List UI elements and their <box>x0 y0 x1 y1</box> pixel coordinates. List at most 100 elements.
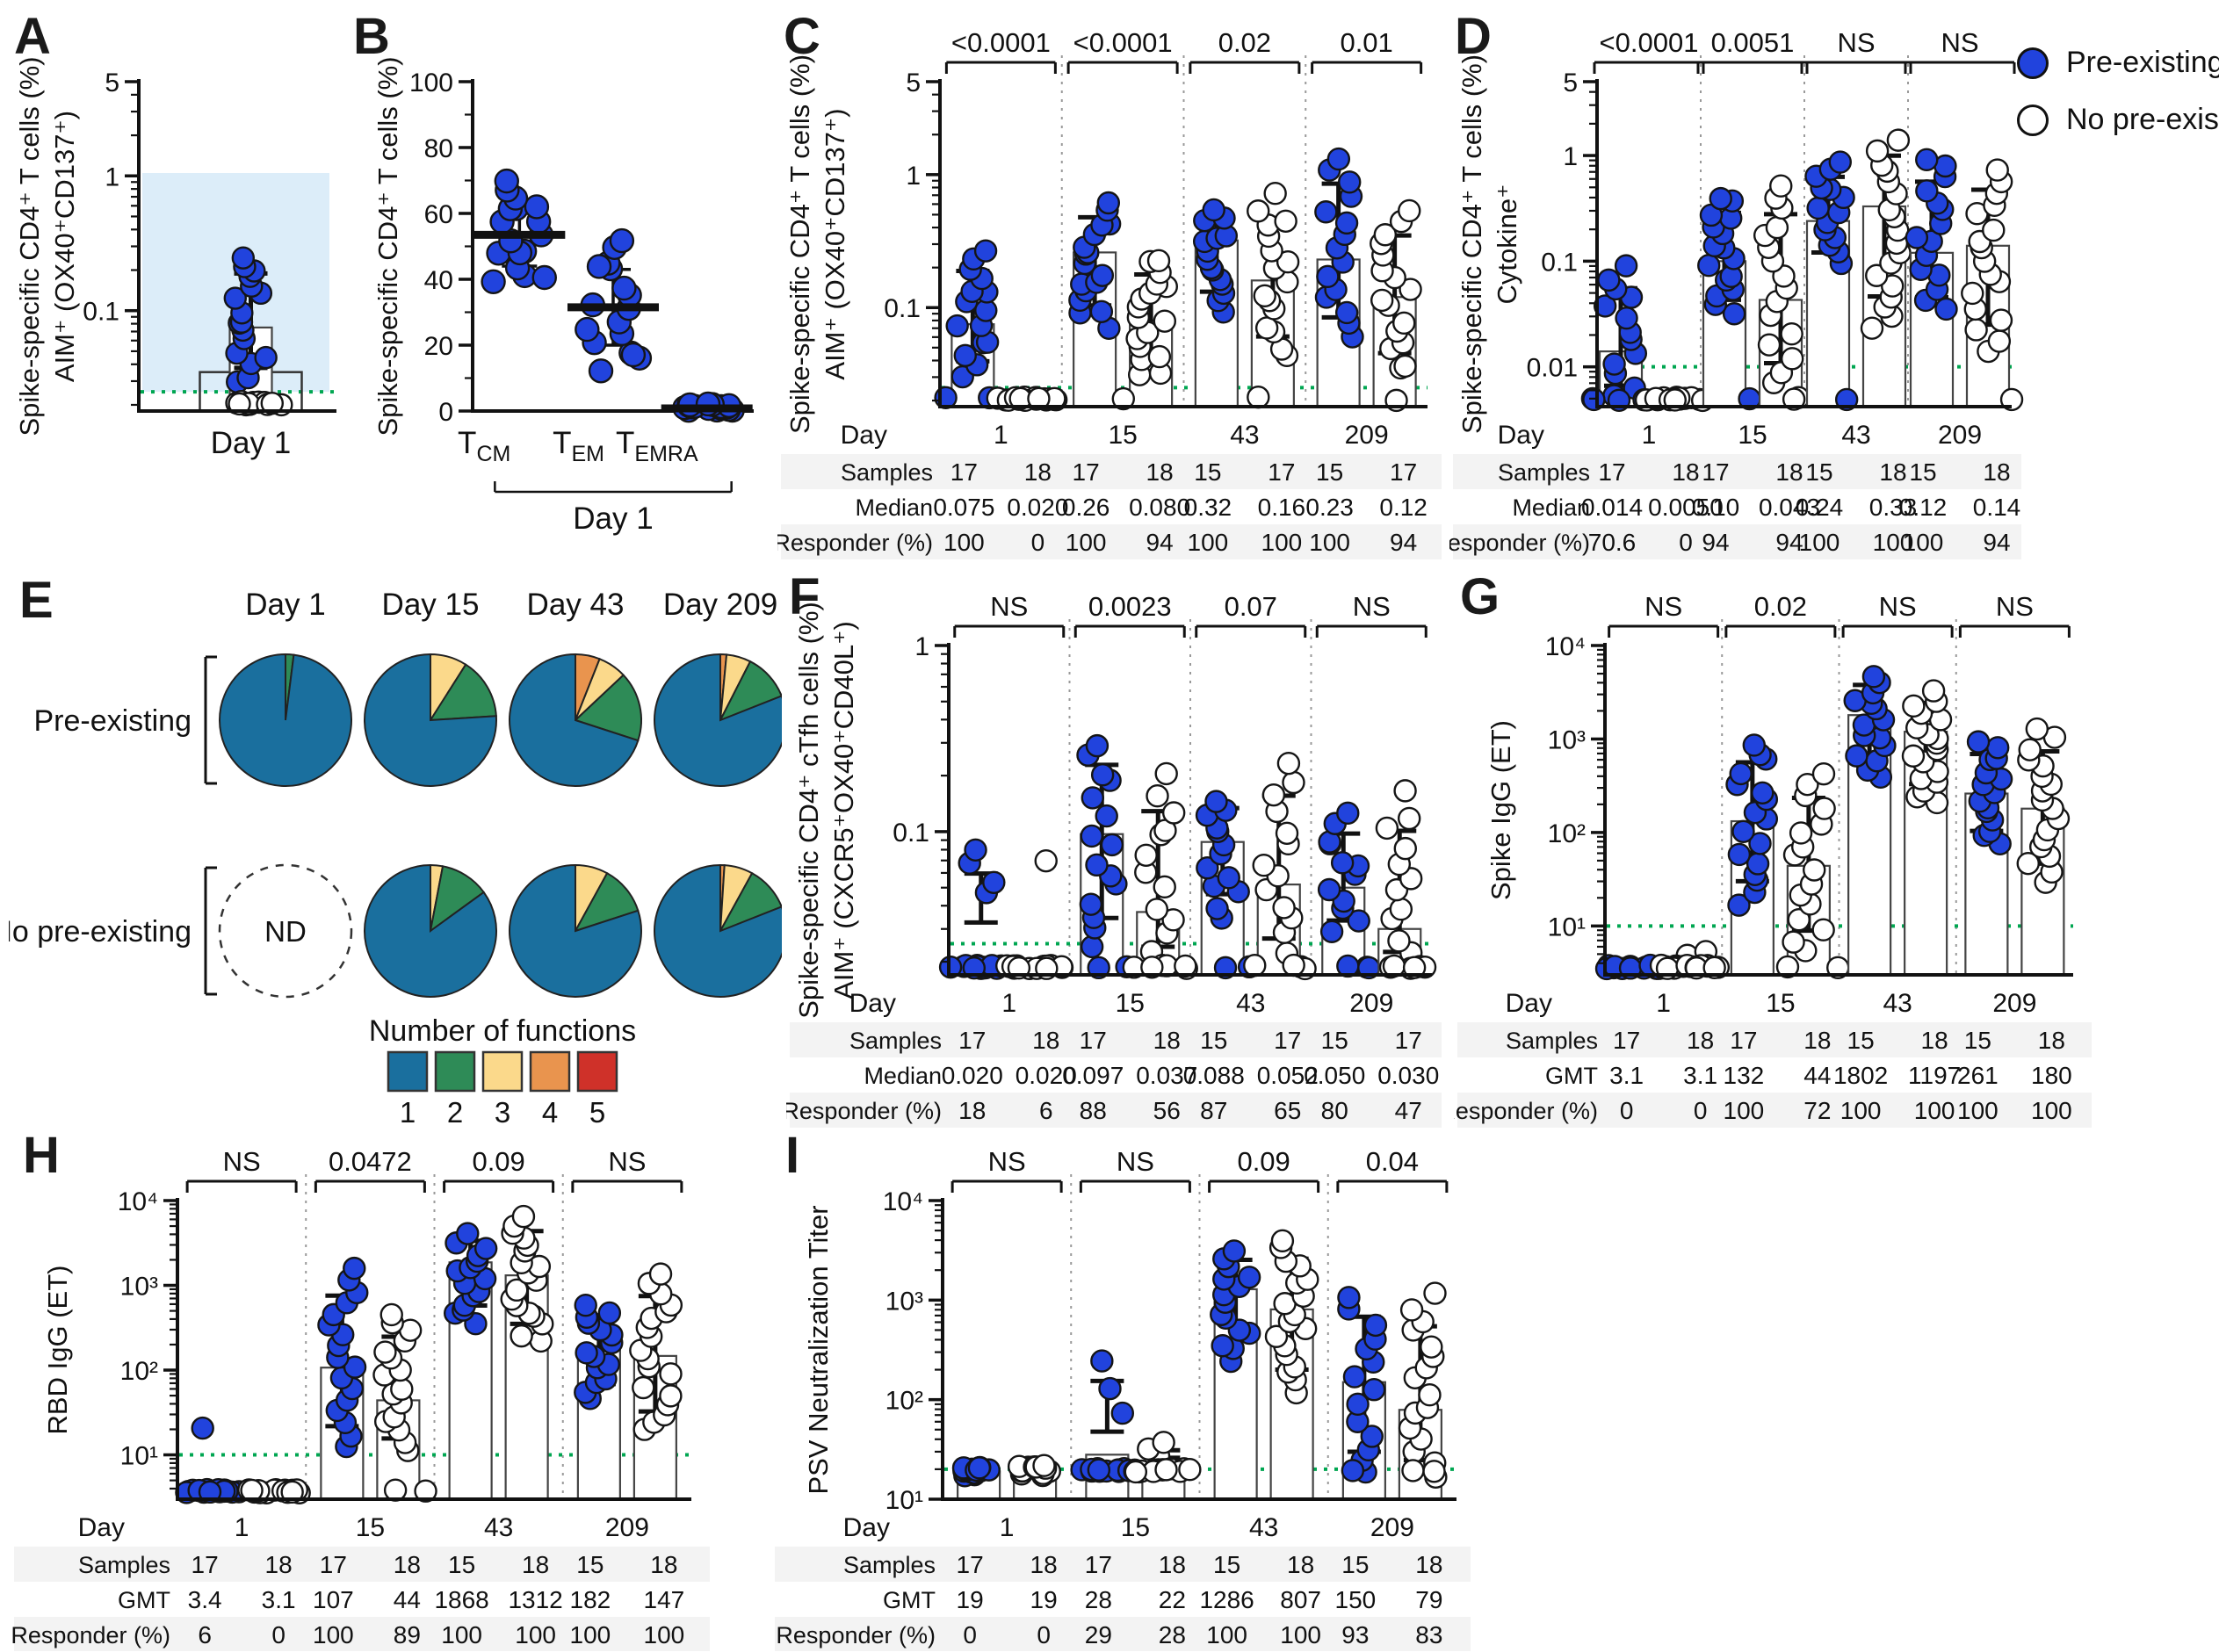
data-point <box>953 343 977 367</box>
data-point <box>1134 843 1158 867</box>
y-axis-label: Spike-specific CD4⁺ T cells (%) <box>372 56 403 436</box>
pie-row-label: Pre-existing <box>33 704 192 738</box>
function-count-label: 5 <box>589 1096 605 1129</box>
pvalue-label: NS <box>1644 591 1682 622</box>
pvalue-label: 0.0051 <box>1711 27 1795 58</box>
table-value-pre: 150 <box>1335 1586 1377 1613</box>
legend-item-pre-existing: Pre-existing <box>2017 46 2219 80</box>
table-row-stripe <box>781 454 1442 489</box>
data-point <box>1389 898 1413 921</box>
pvalue-label: 0.09 <box>472 1146 524 1177</box>
data-point <box>1905 226 1929 249</box>
table-row-label: Samples <box>843 1552 936 1578</box>
table-value-nopre: 44 <box>1803 1062 1831 1089</box>
table-value-pre: 0.23 <box>1305 494 1354 521</box>
data-point <box>1145 898 1169 921</box>
table-value-nopre: 0.14 <box>1973 494 2021 521</box>
pie-slice <box>574 674 642 742</box>
data-point <box>1597 268 1621 292</box>
data-point <box>1765 215 1789 240</box>
data-point <box>1338 170 1362 194</box>
table-value-nopre: 72 <box>1803 1097 1831 1124</box>
data-point <box>1253 284 1276 308</box>
table-value-pre: 29 <box>1085 1621 1112 1648</box>
table-value-pre: 100 <box>1188 529 1229 556</box>
table-value-pre: 100 <box>1724 1097 1765 1124</box>
data-point <box>1393 779 1417 803</box>
category-label: TCM <box>458 426 510 466</box>
table-value-pre: 0 <box>963 1621 977 1648</box>
data-point <box>1161 801 1186 825</box>
data-point <box>481 269 506 294</box>
data-point <box>1252 854 1276 877</box>
table-value-pre: 17 <box>1073 458 1100 486</box>
data-point <box>1205 897 1229 920</box>
data-point <box>1769 174 1793 198</box>
table-value-pre: 87 <box>1200 1097 1227 1124</box>
data-point <box>945 314 969 338</box>
data-point <box>1362 1378 1386 1402</box>
data-point <box>1263 182 1287 206</box>
table-value-pre: 15 <box>1909 458 1936 486</box>
data-point <box>524 194 550 220</box>
table-value-pre: 15 <box>448 1551 475 1578</box>
data-point <box>1865 139 1890 163</box>
pvalue-label: NS <box>1996 591 2034 622</box>
pie-legend-title: Number of functions <box>369 1014 636 1048</box>
data-point <box>1336 801 1360 826</box>
table-row-stripe <box>775 1547 1471 1582</box>
table-value-pre: 100 <box>1840 1097 1882 1124</box>
y-tick-label: 10³ <box>120 1273 158 1302</box>
category-label: TEM <box>553 426 604 466</box>
table-row-stripe <box>14 1617 710 1651</box>
table-value-pre: 17 <box>957 1551 984 1578</box>
y-tick-label: 0.1 <box>884 294 921 323</box>
table-value-nopre: 18 <box>1030 1551 1058 1578</box>
table-value-pre: 19 <box>957 1586 984 1613</box>
day-row-label: Day <box>1498 421 1544 450</box>
pvalue-label: <0.0001 <box>951 27 1051 58</box>
data-point <box>228 392 251 416</box>
data-point <box>1079 892 1103 916</box>
y-tick-label: 10¹ <box>885 1486 923 1515</box>
table-value-pre: 15 <box>1341 1551 1369 1578</box>
data-point <box>1089 299 1114 323</box>
data-point <box>973 239 998 263</box>
table-value-nopre: 0 <box>271 1621 286 1648</box>
data-point <box>1211 1334 1234 1358</box>
data-point <box>1418 1382 1442 1407</box>
data-point <box>343 1355 367 1379</box>
data-point <box>1274 209 1297 233</box>
table-row-label: Samples <box>841 459 933 486</box>
table-value-nopre: 100 <box>1261 529 1303 556</box>
data-point <box>1152 1431 1175 1454</box>
y-tick-label: 10³ <box>1548 725 1586 754</box>
data-point <box>1154 761 1178 786</box>
panel-e-letter: E <box>19 572 54 629</box>
data-point <box>1337 1286 1361 1309</box>
data-point <box>1261 783 1286 807</box>
table-value-pre: 15 <box>1200 1027 1227 1054</box>
table-value-pre: 18 <box>958 1097 986 1124</box>
data-point <box>1787 907 1811 932</box>
data-point <box>1751 781 1774 804</box>
table-value-pre: 17 <box>320 1551 347 1578</box>
data-point <box>531 264 557 291</box>
panel-f-chart: NS 0.0023 0.07 NS 1 0.1 Spike-specific CD4⁺ cT… <box>786 591 1442 1128</box>
table-value-nopre: 94 <box>1390 529 1417 556</box>
data-point <box>1748 832 1772 855</box>
table-value-nopre: 79 <box>1415 1586 1442 1613</box>
data-point <box>1360 1425 1384 1448</box>
data-point <box>1811 918 1835 941</box>
table-value-pre: 17 <box>950 458 978 486</box>
data-point <box>1217 866 1240 890</box>
table-value-pre: 0.075 <box>933 494 994 521</box>
function-count-label: 1 <box>400 1096 416 1129</box>
table-value-pre: 15 <box>1805 458 1832 486</box>
table-row-label: Responder (%) <box>1454 1098 1598 1124</box>
table-value-nopre: 0.052 <box>1257 1062 1319 1089</box>
table-value-pre: 100 <box>1066 529 1107 556</box>
data-point <box>1111 386 1135 411</box>
